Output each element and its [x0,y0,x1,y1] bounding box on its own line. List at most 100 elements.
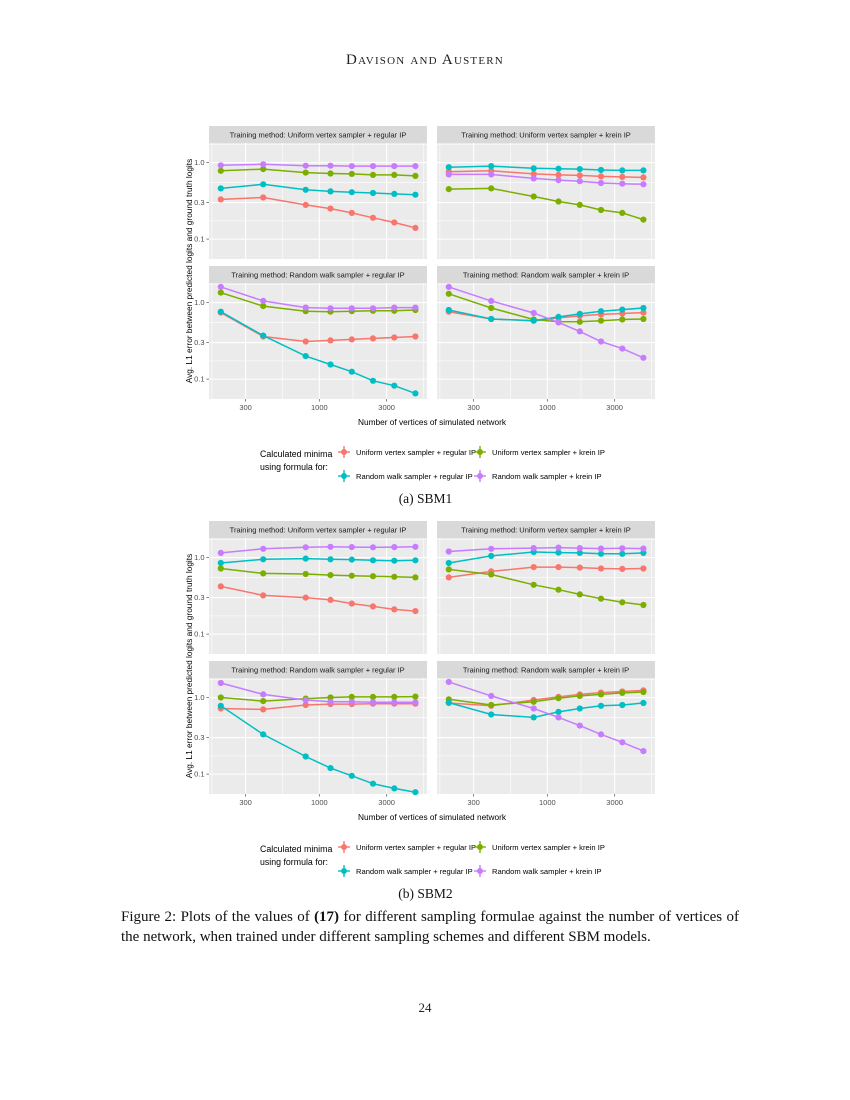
data-point-uvr [217,196,224,203]
data-point-uvk [576,318,583,325]
data-point-rwk [530,705,537,712]
x-tick-label: 3000 [378,403,395,412]
figure-sbm1: Training method: Uniform vertex sampler … [184,126,667,507]
data-point-rwk [619,545,626,552]
data-point-rwk [391,699,398,706]
data-point-rwr [619,550,626,557]
data-point-uvk [391,573,398,580]
data-point-rwr [302,753,309,760]
data-point-rwr [260,181,267,188]
data-point-uvk [391,171,398,178]
data-point-uvk [597,691,605,698]
data-point-rwk [445,678,452,685]
series-line-uvk [220,291,416,313]
data-point-uvr [369,335,377,342]
data-point-rwr [640,699,647,707]
data-point-rwk [488,297,495,304]
legend-key-uvr-icon [338,841,350,853]
data-point-rwk [348,163,355,170]
data-point-uvr [369,603,377,610]
data-point-rwr [217,702,224,709]
data-point-rwr [391,785,398,792]
data-point-rwr [597,166,605,174]
data-point-rwk [555,319,562,326]
y-tick-label: 1.0 [194,693,204,702]
data-point-uvr [412,333,419,340]
running-head: Davison and Austern [346,52,504,68]
data-point-uvk [217,289,224,296]
plot-sbm1: Training method: Uniform vertex sampler … [184,126,655,482]
data-point-rwk [640,181,647,188]
data-point-rwr [576,549,583,556]
data-point-rwk [391,544,398,551]
facet-strip-title: Training method: Random walk sampler + k… [463,271,629,280]
data-point-rwr [488,315,495,323]
data-point-uvr [619,565,626,572]
series-line-rwr [220,705,416,793]
y-tick-label: 0.1 [194,770,204,779]
panel-sbm2-3: Training method: Random walk sampler + k… [437,661,655,807]
data-point-rwr [488,711,495,718]
data-point-uvr [327,596,334,603]
data-point-uvk [327,170,334,177]
data-point-uvr [445,574,452,581]
legend-title-line1: Calculated minima [260,449,332,459]
data-point-rwr [348,772,355,779]
x-tick-label: 1000 [311,798,328,807]
data-point-rwk [488,692,495,699]
data-point-uvr [260,592,267,599]
legend-title-line1: Calculated minima [260,844,332,854]
data-point-rwr [412,789,419,796]
data-point-uvk [640,315,647,323]
data-point-rwk [488,171,495,178]
data-point-rwr [348,556,355,563]
data-point-uvk [302,169,309,176]
data-point-uvk [619,689,626,696]
data-point-uvk [619,599,626,606]
panel-background [209,538,427,654]
data-point-rwr [530,165,537,172]
data-point-uvr [640,174,647,181]
data-point-rwk [576,722,583,729]
data-point-rwr [391,557,398,564]
data-point-uvk [412,693,419,700]
panel-sbm1-1: Training method: Uniform vertex sampler … [437,126,655,259]
data-point-uvr [597,565,605,572]
data-point-uvk [217,167,224,174]
legend-title-line2: using formula for: [260,857,328,867]
data-point-rwk [576,328,583,335]
data-point-rwk [412,699,419,706]
panel-sbm1-0: Training method: Uniform vertex sampler … [194,126,427,259]
y-tick-label: 1.0 [194,298,204,307]
data-point-rwr [640,304,647,312]
data-point-uvk [369,693,377,700]
data-point-rwk [391,163,398,170]
data-point-uvk [555,695,562,702]
data-point-uvr [530,564,537,571]
data-point-uvk [640,601,647,609]
data-point-rwr [576,166,583,173]
series-line-rwr [220,183,416,196]
series-line-uvk [220,695,416,702]
data-point-uvk [445,290,452,297]
data-point-rwr [445,699,452,706]
data-point-rwr [555,549,562,556]
series-line-uvk [448,691,644,706]
series-line-rwk [448,286,644,359]
data-point-uvk [348,572,355,579]
data-point-rwk [412,163,419,170]
series-line-uvk [220,168,416,177]
x-axis-title: Number of vertices of simulated network [358,417,507,427]
data-point-uvr [260,706,267,713]
x-tick-label: 3000 [606,798,623,807]
legend-label-uvk: Uniform vertex sampler + krein IP [492,843,605,852]
panel-background [437,143,655,259]
data-point-rwk [597,731,605,738]
data-point-uvr [597,173,605,180]
data-point-rwk [619,345,626,352]
legend-key-rwk-icon [474,865,486,877]
data-point-rwk [302,162,309,169]
data-point-uvk [412,172,419,179]
data-point-rwr [530,317,537,324]
